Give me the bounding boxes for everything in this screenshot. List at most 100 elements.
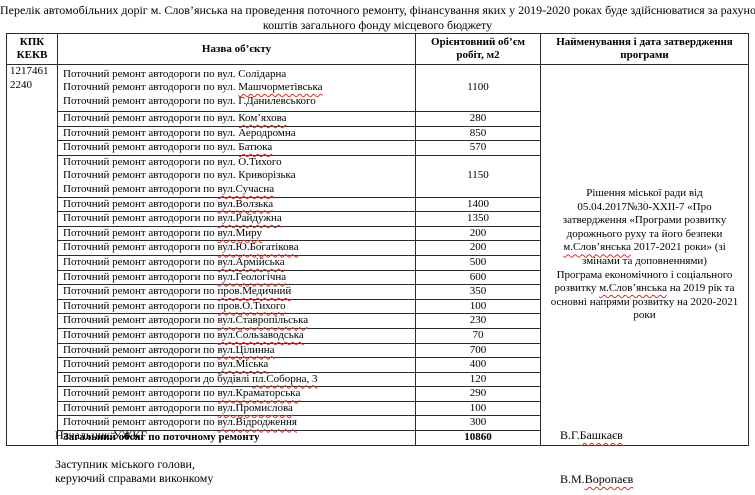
street-name: вул.Райдужна xyxy=(217,212,282,225)
street-name: вул.Міська xyxy=(217,358,269,371)
road-line: Поточний ремонт автодороги по вул.Армійс… xyxy=(63,255,285,268)
table-header-row: КПК КЕКВ Назва об’єкту Орієнтовний об’єм… xyxy=(6,33,749,65)
road-line: Поточний ремонт автодороги по вул.Райдуж… xyxy=(63,212,282,225)
object-name-cell: Поточний ремонт автодороги по вул.Волзьк… xyxy=(57,196,416,213)
street-name: вул.Відродження xyxy=(217,416,297,429)
volume-cell: 1150 xyxy=(415,154,541,198)
program-text: 2017-2021 роки» (зі змінами та доповненн… xyxy=(582,241,726,268)
object-name-cell: Поточний ремонт автодороги по вул.Ставро… xyxy=(57,313,416,329)
road-line: Поточний ремонт автодороги по вул. Батюк… xyxy=(63,141,273,154)
program-text: на 2019 рік та основні напрями розвитку … xyxy=(550,282,739,322)
object-name-cell: Поточний ремонт автодороги по вул. О.Тих… xyxy=(57,154,416,198)
table-row: Поточний ремонт автодороги по вул.Міська… xyxy=(7,357,749,373)
header-object-name: Назва об’єкту xyxy=(57,33,416,65)
volume-cell: 1350 xyxy=(415,211,541,227)
volume-cell: 200 xyxy=(415,240,541,256)
object-name-cell: Поточний ремонт автодороги по вул. Ком’я… xyxy=(57,111,416,127)
object-name-cell: Поточний ремонт автодороги по пров.Медич… xyxy=(57,284,416,300)
signature-1-initials: В.Г. xyxy=(560,428,580,442)
street-name: вул.Волзька xyxy=(217,197,274,210)
table-row: Поточний ремонт автодороги до будівлі пл… xyxy=(7,371,749,388)
object-name-cell: Поточний ремонт автодороги по вул.Крамат… xyxy=(57,386,416,402)
volume-cell: 350 xyxy=(415,284,541,300)
object-name-cell: Поточний ремонт автодороги по вул. Батюк… xyxy=(57,140,416,156)
object-name-cell: Поточний ремонт автодороги по вул.Геолог… xyxy=(57,269,416,286)
total-row: Загальний обсяг по поточному ремонту 1086… xyxy=(7,430,749,447)
road-line: Поточний ремонт автодороги по вул.Відрод… xyxy=(63,416,297,429)
street-name: вул.Сучасна xyxy=(217,182,275,195)
table-row: Поточний ремонт автодороги по вул.Геолог… xyxy=(7,269,749,286)
object-name-cell: Поточний ремонт автодороги по вул. Аерод… xyxy=(57,125,416,142)
street-name: вул.Промислова xyxy=(217,401,293,414)
volume-cell: 850 xyxy=(415,125,541,142)
road-line: Поточний ремонт автодороги по вул.Сольза… xyxy=(63,328,304,341)
volume-cell: 700 xyxy=(415,342,541,359)
object-name-cell: Поточний ремонт автодороги по вул.Миру xyxy=(57,225,416,242)
street-name: Криворізька xyxy=(238,169,296,182)
program-text: Програма економічного і соціального розв… xyxy=(554,268,733,295)
street-name: вул.Краматорська xyxy=(217,387,301,400)
signature-2-initials: В.М. xyxy=(560,472,585,486)
object-name-cell: Поточний ремонт автодороги по вул.Сольза… xyxy=(57,327,416,344)
street-name: вул.Армійська xyxy=(217,255,285,268)
street-name: вул.Геологічна xyxy=(217,270,287,283)
road-line: Поточний ремонт автодороги по вул. Солід… xyxy=(63,67,287,80)
object-name-cell: Поточний ремонт автодороги по вул.Райдуж… xyxy=(57,211,416,227)
road-line: Поточний ремонт автодороги по вул. О.Тих… xyxy=(63,155,282,168)
volume-cell: 290 xyxy=(415,386,541,402)
document-title: Перелік автомобільних доріг м. Слов’янсь… xyxy=(0,3,755,32)
volume-cell: 400 xyxy=(415,357,541,373)
total-label-cell: Загальний обсяг по поточному ремонту xyxy=(57,430,416,447)
road-line: Поточний ремонт автодороги по вул. Аерод… xyxy=(63,126,296,139)
table-row: Поточний ремонт автодороги по вул.Крамат… xyxy=(7,386,749,402)
road-line: Поточний ремонт автодороги по вул.Миру xyxy=(63,226,263,239)
road-line: Поточний ремонт автодороги по вул.Цілинн… xyxy=(63,343,275,356)
volume-cell: 1400 xyxy=(415,196,541,213)
street-name: Батюка xyxy=(238,141,273,154)
road-line: Поточний ремонт автодороги по вул.Крамат… xyxy=(63,387,301,400)
header-volume: Орієнтовний об’єм робіт, м2 xyxy=(415,33,541,65)
signature-2: В.М.Воропаєв xyxy=(560,472,633,486)
volume-cell: 1100 xyxy=(415,64,541,112)
object-name-cell: Поточний ремонт автодороги по пров.О.Тих… xyxy=(57,298,416,315)
program-cell: Рішення міської ради від 05.04.2017№30-X… xyxy=(540,63,749,447)
signature-2-surname: Воропаєв xyxy=(584,472,634,486)
volume-cell: 230 xyxy=(415,313,541,329)
object-name-cell: Поточний ремонт автодороги по вул.Міська xyxy=(57,357,416,373)
street-name: Аеродромна xyxy=(238,126,296,139)
volume-cell: 100 xyxy=(415,400,541,417)
table-row: Поточний ремонт автодороги по вул.Ю.Бога… xyxy=(7,240,749,256)
road-line: Поточний ремонт автодороги по вул.Ставро… xyxy=(63,314,309,327)
table-row: 1217461 2240 Поточний ремонт автодороги п… xyxy=(6,63,749,447)
signatory-role-1: Начальник УЖКГ xyxy=(55,428,148,442)
street-name: пров.Медичний xyxy=(217,285,292,298)
volume-cell: 500 xyxy=(415,254,541,271)
road-line: Поточний ремонт автодороги по вул.Промис… xyxy=(63,401,293,414)
signature-1-surname: Башкаєв xyxy=(579,428,623,442)
street-name: вул.Сользаводська xyxy=(217,328,304,341)
volume-cell: 70 xyxy=(415,327,541,344)
street-name: вул.Ставропільська xyxy=(217,314,309,327)
total-value-cell: 10860 xyxy=(415,430,541,447)
volume-cell: 300 xyxy=(415,415,541,432)
road-line: Поточний ремонт автодороги по вул. Машчо… xyxy=(63,81,323,94)
road-line: Поточний ремонт автодороги по вул.Геолог… xyxy=(63,270,287,283)
object-name-cell: Поточний ремонт автодороги по вул.Цілинн… xyxy=(57,342,416,359)
roads-table: КПК КЕКВ Назва об’єкту Орієнтовний об’єм… xyxy=(6,33,749,447)
kpk-kekv-cell: 1217461 2240 xyxy=(6,63,58,447)
table-row: Поточний ремонт автодороги по вул.Промис… xyxy=(7,400,749,417)
street-name: пров.О.Тихого xyxy=(217,299,286,312)
volume-cell: 600 xyxy=(415,269,541,286)
signatory-role-2-line-2: керуючий справами виконкому xyxy=(55,471,214,485)
road-line: Поточний ремонт автодороги по вул.Сучасн… xyxy=(63,182,275,195)
road-line: Поточний ремонт автодороги по вул. Криво… xyxy=(63,169,296,182)
volume-cell: 570 xyxy=(415,140,541,156)
table-row: Поточний ремонт автодороги по вул. О.Тих… xyxy=(7,154,749,198)
street-name: О.Тихого xyxy=(238,155,282,168)
misspelled-text: м.Слов’янська xyxy=(599,282,667,295)
street-name: Солідарна xyxy=(238,67,287,80)
street-name: вул.Ю.Богатікова xyxy=(217,241,299,254)
header-program: Найменування і дата затвердження програм… xyxy=(540,33,749,65)
street-name: вул.Миру xyxy=(217,226,263,239)
